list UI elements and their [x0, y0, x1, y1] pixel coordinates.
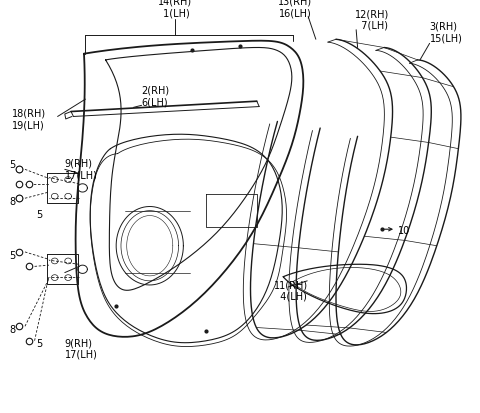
Text: 13(RH)
16(LH): 13(RH) 16(LH)	[278, 0, 312, 19]
Text: 5: 5	[9, 251, 15, 261]
Text: 12(RH)
  7(LH): 12(RH) 7(LH)	[355, 9, 389, 31]
Text: 5: 5	[36, 210, 43, 220]
Text: 2(RH)
6(LH): 2(RH) 6(LH)	[142, 86, 170, 107]
Text: 14(RH)
 1(LH): 14(RH) 1(LH)	[158, 0, 192, 19]
Text: 8: 8	[9, 197, 15, 207]
Text: 9(RH)
17(LH): 9(RH) 17(LH)	[65, 159, 97, 180]
Text: 5: 5	[9, 160, 15, 170]
Text: 5: 5	[36, 339, 43, 349]
Text: 8: 8	[9, 325, 15, 335]
Text: 11(RH)
  4(LH): 11(RH) 4(LH)	[274, 280, 308, 302]
Text: 18(RH)
19(LH): 18(RH) 19(LH)	[12, 109, 46, 131]
Text: 10: 10	[398, 226, 411, 236]
Text: 9(RH)
17(LH): 9(RH) 17(LH)	[65, 338, 97, 360]
Text: 3(RH)
15(LH): 3(RH) 15(LH)	[430, 22, 462, 43]
